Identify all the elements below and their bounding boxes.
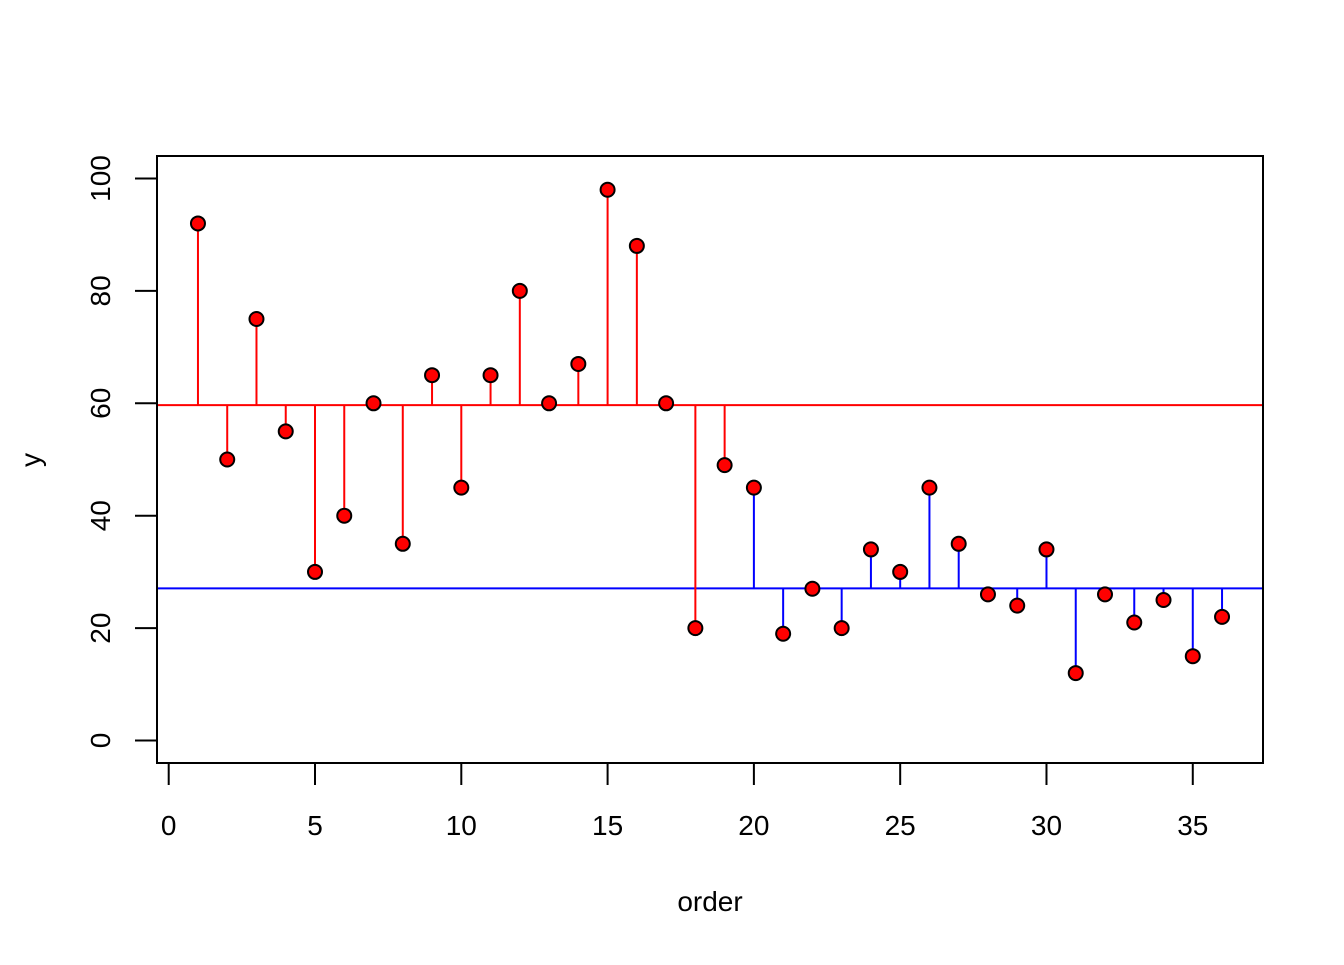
x-tick-label: 0 (161, 810, 177, 841)
point (219, 451, 236, 468)
y-tick-label: 100 (85, 155, 116, 202)
y-tick-label: 40 (85, 500, 116, 531)
y-tick-label: 80 (85, 275, 116, 306)
point (628, 237, 645, 254)
point (892, 563, 909, 580)
x-tick-label: 35 (1177, 810, 1208, 841)
plot-frame (156, 155, 1264, 764)
y-tick-label: 0 (85, 733, 116, 749)
point (541, 395, 558, 412)
point (1126, 614, 1143, 631)
point (979, 586, 996, 603)
point (921, 479, 938, 496)
point (307, 563, 323, 580)
point (716, 457, 733, 474)
point (658, 395, 675, 412)
point (453, 479, 470, 496)
x-tick-label: 20 (738, 810, 769, 841)
point (775, 625, 792, 642)
y-tick-label: 60 (85, 388, 116, 419)
point (599, 181, 616, 198)
point (189, 215, 206, 232)
point (833, 620, 850, 637)
point (511, 282, 528, 299)
point (248, 310, 265, 327)
point (277, 423, 294, 440)
point (687, 620, 704, 637)
x-tick-label: 25 (885, 810, 916, 841)
point (862, 541, 879, 558)
y-axis-title: y (15, 453, 46, 467)
point (1038, 541, 1055, 558)
point (950, 535, 967, 552)
point (1067, 665, 1084, 682)
point (804, 580, 821, 597)
x-tick-label: 5 (307, 810, 323, 841)
point (336, 507, 353, 524)
point (1184, 648, 1201, 665)
point (745, 479, 762, 496)
point (570, 355, 587, 372)
point (365, 395, 382, 412)
x-tick-label: 30 (1031, 810, 1062, 841)
point (424, 367, 441, 384)
point (482, 367, 499, 384)
x-tick-label: 15 (592, 810, 623, 841)
point (1214, 608, 1231, 625)
point (394, 535, 411, 552)
y-tick-label: 20 (85, 613, 116, 644)
x-tick-label: 10 (446, 810, 477, 841)
point (1155, 592, 1172, 609)
point (1009, 597, 1026, 614)
point (1097, 586, 1113, 603)
x-axis-title: order (677, 886, 742, 917)
